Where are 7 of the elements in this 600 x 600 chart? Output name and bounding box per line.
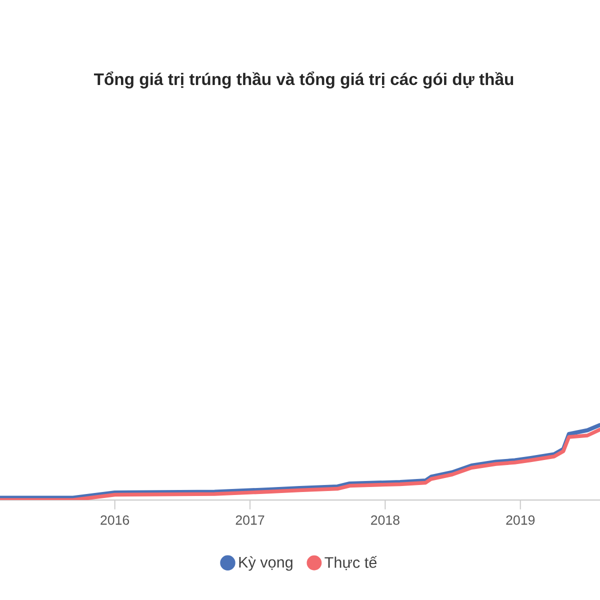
chart-title: Tổng giá trị trúng thầu và tổng giá trị các gói dự thầu <box>94 72 514 88</box>
x-tick-label: 2019 <box>506 515 535 525</box>
legend-label: Thực tế <box>324 556 377 570</box>
x-tick-label: 2017 <box>236 515 264 525</box>
x-tick-label: 2018 <box>371 515 400 525</box>
x-tick-label: 2016 <box>100 515 130 525</box>
legend-label: Kỳ vọng <box>239 556 292 571</box>
